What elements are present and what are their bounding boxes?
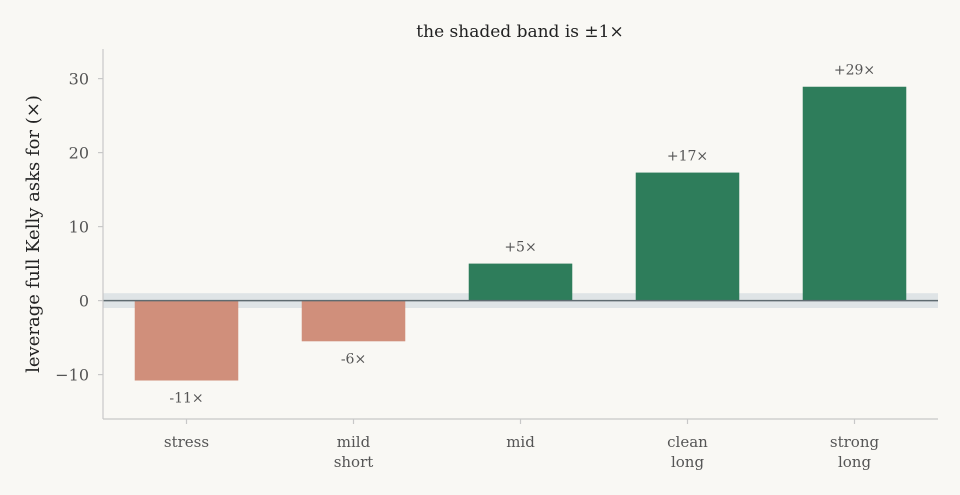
x-tick-label-1: mild short <box>334 433 374 471</box>
y-tick-label-1: 0 <box>79 292 89 311</box>
y-tick-label-0: −10 <box>55 366 89 385</box>
x-tick-label-3: clean long <box>667 433 708 471</box>
bar-2 <box>468 263 573 301</box>
data-label-0: -11× <box>169 391 203 407</box>
data-labels: -11× -6× +5× +17× +29× <box>169 63 875 407</box>
axes: −10 0 10 20 30 stress mild short mid clean long str… <box>55 49 938 471</box>
bar-3 <box>635 172 740 301</box>
bar-0 <box>134 300 239 381</box>
y-tick-label-3: 20 <box>69 144 89 163</box>
x-tick-label-4: strong long <box>830 433 880 471</box>
y-tick-label-2: 10 <box>69 218 89 237</box>
x-tick-label-0: stress <box>164 433 209 451</box>
y-tick-label-4: 30 <box>69 70 89 89</box>
chart-title: the shaded band is ±1× <box>416 22 623 42</box>
y-axis-label: leverage full Kelly asks for (×) <box>23 95 44 373</box>
data-label-4: +29× <box>834 63 875 79</box>
data-label-3: +17× <box>667 149 708 165</box>
bars <box>134 86 907 381</box>
x-tick-label-2: mid <box>506 433 535 451</box>
bar-1 <box>301 300 406 342</box>
data-label-2: +5× <box>504 240 536 256</box>
bar-4 <box>802 86 907 301</box>
data-label-1: -6× <box>341 351 366 367</box>
